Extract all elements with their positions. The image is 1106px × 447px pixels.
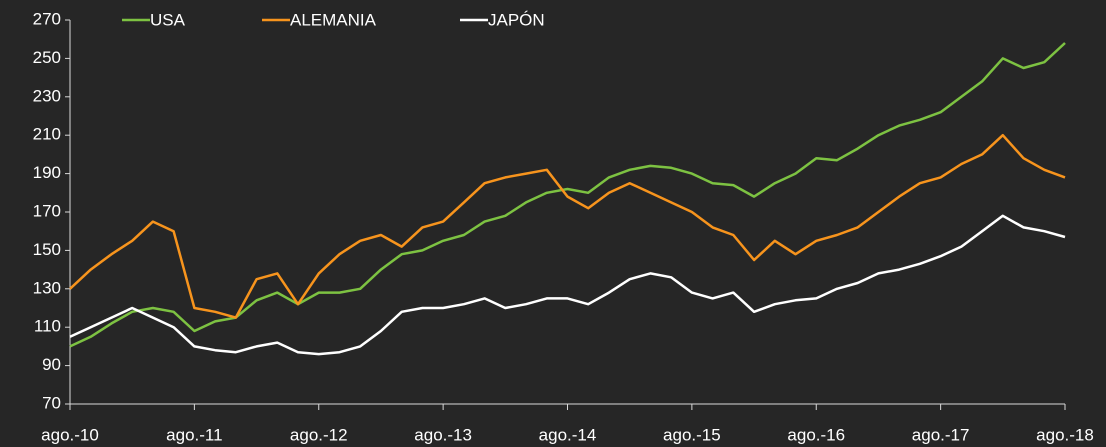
legend-label: ALEMANIA (290, 10, 377, 29)
y-tick-label: 70 (42, 393, 61, 412)
x-tick-label: ago.-10 (41, 425, 99, 444)
series-line (69, 214, 1066, 356)
y-tick-label: 230 (33, 86, 61, 105)
x-tick-label: ago.-17 (912, 425, 970, 444)
y-tick-label: 150 (33, 240, 61, 259)
x-tick-label: ago.-12 (290, 425, 348, 444)
x-tick-label: ago.-15 (663, 425, 721, 444)
x-tick-label: ago.-16 (787, 425, 845, 444)
y-tick-label: 210 (33, 125, 61, 144)
y-tick-label: 170 (33, 201, 61, 220)
x-tick-label: ago.-18 (1036, 425, 1094, 444)
x-tick-label: ago.-11 (166, 425, 222, 444)
legend-label: JAPÓN (488, 10, 545, 29)
y-tick-label: 110 (34, 317, 61, 336)
y-tick-label: 250 (33, 48, 61, 67)
y-tick-label: 130 (33, 278, 61, 297)
y-tick-label: 190 (33, 163, 61, 182)
x-tick-label: ago.-13 (414, 425, 472, 444)
y-tick-label: 90 (42, 355, 61, 374)
legend-label: USA (150, 10, 186, 29)
x-tick-label: ago.-14 (539, 425, 597, 444)
y-tick-label: 270 (33, 9, 61, 28)
series-line (69, 133, 1066, 319)
